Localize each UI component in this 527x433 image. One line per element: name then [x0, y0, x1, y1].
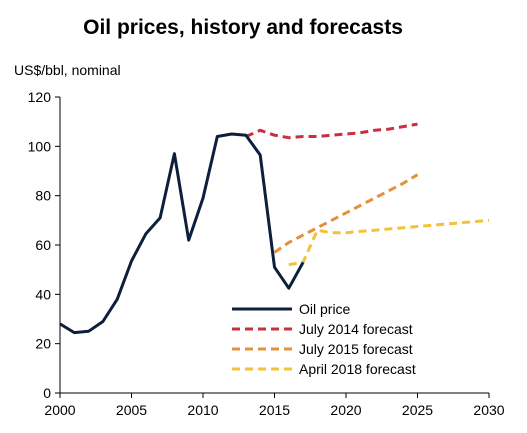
series-line-july-2015-forecast	[273, 173, 419, 254]
x-tick-label: 2010	[187, 402, 218, 418]
legend: Oil price July 2014 forecast July 2015 for…	[232, 301, 416, 377]
legend-label: July 2015 forecast	[299, 341, 413, 357]
x-tick-label: 2005	[116, 402, 147, 418]
legend-label: July 2014 forecast	[299, 321, 413, 337]
series-line-april-2018-forecast	[288, 218, 490, 267]
x-tick-label: 2025	[402, 402, 433, 418]
legend-label: April 2018 forecast	[299, 361, 416, 377]
y-tick-label: 0	[43, 385, 51, 401]
y-tick-label: 40	[35, 286, 51, 302]
y-axis-label: US$/bbl, nominal	[14, 62, 121, 78]
x-tick-label: 2030	[473, 402, 504, 418]
x-tick-label: 2000	[44, 402, 75, 418]
legend-label: Oil price	[299, 301, 351, 317]
y-tick-label: 120	[28, 89, 52, 105]
y-axis-ticks: 0 20 40 60 80 100 120	[28, 89, 60, 401]
y-tick-label: 80	[35, 188, 51, 204]
y-tick-label: 60	[35, 237, 51, 253]
y-tick-label: 100	[28, 138, 52, 154]
x-tick-label: 2020	[330, 402, 361, 418]
chart-title: Oil prices, history and forecasts	[83, 16, 403, 39]
x-axis-ticks: 2000 2005 2010 2015 2020 2025 2030	[44, 393, 505, 418]
series-line-july-2014-forecast	[245, 122, 418, 140]
y-tick-label: 20	[35, 336, 51, 352]
x-tick-label: 2015	[259, 402, 290, 418]
series-line-oil-price	[59, 132, 305, 335]
series-lines	[59, 122, 490, 335]
